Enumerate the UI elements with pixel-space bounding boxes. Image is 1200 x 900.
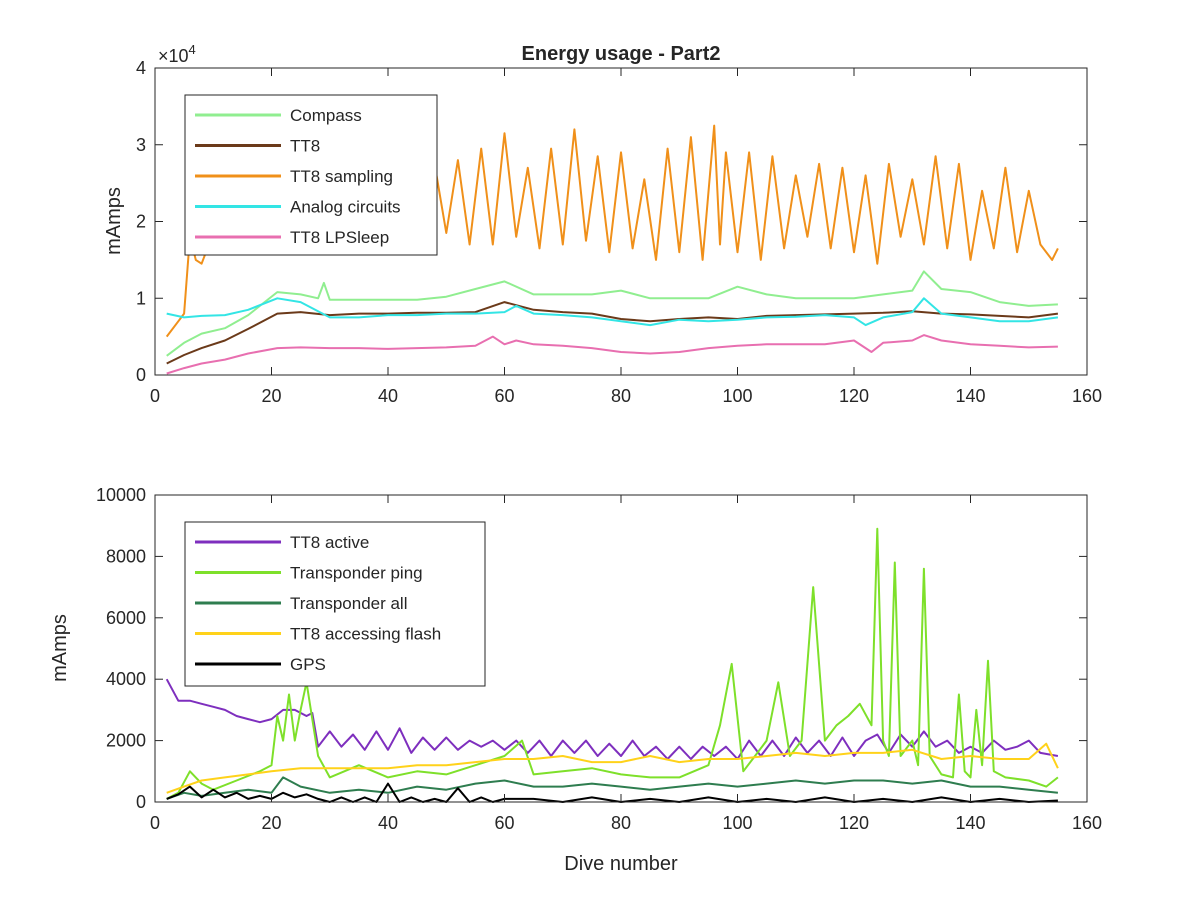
x-tick-label: 100 [722, 813, 752, 833]
x-tick-label: 120 [839, 813, 869, 833]
x-tick-label: 80 [611, 813, 631, 833]
x-tick-label: 0 [150, 386, 160, 406]
x-tick-label: 0 [150, 813, 160, 833]
legend-entry: TT8 [290, 137, 320, 156]
x-tick-label: 40 [378, 386, 398, 406]
x-tick-label: 20 [261, 813, 281, 833]
y-tick-label: 0 [136, 365, 146, 385]
x-tick-label: 140 [955, 386, 985, 406]
x-ticks-top: 0 20 40 60 80 100 120 140 160 [150, 68, 1102, 406]
x-axis-label-bottom: Dive number [564, 853, 678, 875]
legend-entry: TT8 LPSleep [290, 228, 389, 247]
series-line-1-1 [166, 527, 1059, 800]
y-axis-label-bottom: mAmps [49, 614, 71, 682]
legend-entry: TT8 accessing flash [290, 625, 441, 644]
y-tick-label: 2000 [106, 731, 146, 751]
legend-entry: Transponder all [290, 594, 408, 613]
x-tick-label: 100 [722, 386, 752, 406]
legend-top: Compass TT8 TT8 sampling Analog circuits TT8… [184, 94, 438, 256]
y-tick-label: 10000 [96, 485, 146, 505]
series-line-0-3 [166, 297, 1059, 327]
y-tick-label: 8000 [106, 546, 146, 566]
y-ticks-bottom: 0 2000 4000 6000 8000 10000 [96, 485, 1087, 812]
series-line-1-2 [166, 776, 1059, 800]
y-tick-label: 4000 [106, 669, 146, 689]
legend-entry: Transponder ping [290, 564, 423, 583]
series-line-0-0 [166, 270, 1058, 357]
y-tick-label: 0 [136, 792, 146, 812]
chart-title: Energy usage - Part2 [522, 43, 721, 65]
x-tick-label: 160 [1072, 813, 1102, 833]
x-ticks-bottom: 0 20 40 60 80 100 120 140 160 [150, 495, 1102, 833]
x-tick-label: 80 [611, 386, 631, 406]
y-tick-label: 2 [136, 212, 146, 232]
y-tick-label: 4 [136, 58, 146, 78]
series-line-0-1 [166, 301, 1059, 365]
legend-entry: TT8 active [290, 533, 369, 552]
x-tick-label: 20 [261, 386, 281, 406]
x-tick-label: 60 [494, 813, 514, 833]
y-axis-label-top: mAmps [103, 187, 125, 255]
energy-chart-bottom: 0 20 40 60 80 100 120 140 160 0 2000 4000 6000 8000 1… [49, 485, 1102, 875]
y-tick-label: 3 [136, 135, 146, 155]
x-tick-label: 160 [1072, 386, 1102, 406]
y-tick-label: 6000 [106, 608, 146, 628]
legend-entry: GPS [290, 655, 326, 674]
legend-bottom: TT8 active Transponder ping Transponder al… [184, 521, 486, 687]
x-tick-label: 120 [839, 386, 869, 406]
x-tick-label: 140 [955, 813, 985, 833]
legend-entry: TT8 sampling [290, 167, 393, 186]
legend-entry: Compass [290, 106, 362, 125]
series-layer-bottom [165, 527, 1059, 803]
y-ticks-top: 0 1 2 3 4 [136, 58, 1087, 385]
series-line-1-3 [166, 742, 1059, 794]
x-tick-label: 40 [378, 813, 398, 833]
series-line-0-4 [166, 334, 1058, 375]
x-tick-label: 60 [494, 386, 514, 406]
energy-chart-part2: 0 20 40 60 80 100 120 140 160 0 1 2 3 4 Energy usage… [103, 42, 1102, 406]
y-tick-label: 1 [136, 288, 146, 308]
y-exponent-label: ×104 [158, 42, 196, 66]
legend-entry: Analog circuits [290, 198, 401, 217]
